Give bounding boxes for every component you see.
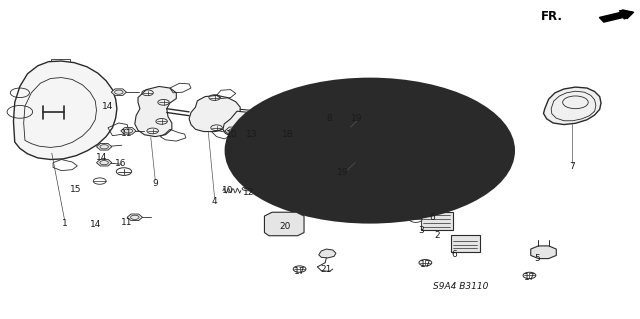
Bar — [51, 59, 70, 66]
Polygon shape — [319, 249, 336, 258]
Text: 10: 10 — [221, 186, 233, 195]
Text: 14: 14 — [96, 153, 108, 162]
Polygon shape — [111, 89, 127, 95]
Text: 14: 14 — [102, 102, 114, 111]
Bar — [321, 116, 348, 131]
Text: 5: 5 — [534, 254, 540, 263]
Polygon shape — [189, 95, 240, 131]
Polygon shape — [135, 86, 176, 137]
Bar — [356, 128, 381, 138]
Text: 17: 17 — [524, 273, 535, 282]
Text: 18: 18 — [282, 130, 294, 139]
Text: FR.: FR. — [541, 10, 563, 23]
Text: 4: 4 — [212, 197, 218, 206]
Text: 1: 1 — [61, 219, 67, 227]
Text: 13: 13 — [246, 130, 257, 139]
Text: 7: 7 — [570, 162, 575, 171]
Text: 9: 9 — [152, 179, 158, 188]
Text: 16: 16 — [115, 159, 127, 168]
Text: 8: 8 — [326, 114, 332, 123]
Polygon shape — [121, 128, 136, 134]
Text: 19: 19 — [337, 168, 348, 177]
Bar — [365, 142, 403, 159]
Bar — [285, 219, 300, 232]
FancyArrow shape — [600, 11, 634, 22]
Text: 14: 14 — [90, 220, 101, 229]
Polygon shape — [13, 61, 117, 160]
Text: 12: 12 — [243, 188, 254, 197]
Text: S9A4 B3110: S9A4 B3110 — [433, 282, 488, 291]
Circle shape — [301, 116, 439, 185]
Text: 2: 2 — [434, 231, 440, 240]
Text: 19: 19 — [351, 114, 363, 123]
Polygon shape — [264, 212, 304, 236]
Bar — [35, 104, 73, 122]
Text: 17: 17 — [420, 260, 431, 270]
Bar — [421, 211, 453, 230]
Circle shape — [236, 84, 504, 217]
Polygon shape — [127, 214, 143, 221]
Text: 20: 20 — [279, 222, 291, 231]
Bar — [559, 103, 591, 112]
Bar — [451, 235, 479, 252]
Text: 11: 11 — [122, 218, 133, 227]
Text: 15: 15 — [70, 185, 82, 194]
Polygon shape — [97, 144, 112, 150]
Polygon shape — [97, 160, 112, 166]
Polygon shape — [225, 127, 243, 135]
Bar — [268, 219, 284, 232]
Circle shape — [226, 79, 513, 222]
Polygon shape — [223, 111, 304, 139]
Polygon shape — [543, 87, 601, 124]
Text: 10: 10 — [226, 130, 237, 139]
Text: 11: 11 — [122, 129, 133, 138]
Bar — [282, 119, 306, 133]
Polygon shape — [531, 246, 556, 259]
Text: 21: 21 — [321, 264, 332, 274]
Text: 6: 6 — [451, 250, 457, 259]
Text: 17: 17 — [294, 267, 305, 276]
Bar — [325, 144, 360, 156]
Text: 6: 6 — [429, 213, 435, 222]
Text: 3: 3 — [418, 226, 424, 234]
